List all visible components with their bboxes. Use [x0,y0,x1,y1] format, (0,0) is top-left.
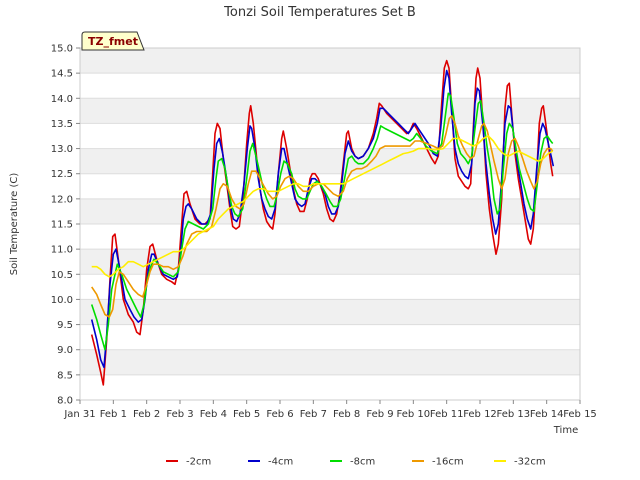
legend-label--16cm: -16cm [432,457,464,468]
y-tick-label: 13.0 [51,144,73,155]
legend: -2cm -4cm -8cm -16cm -32cm [166,457,546,468]
plot-band [80,48,580,74]
site-badge: TZ_fmet [81,31,145,51]
y-axis-title: Soil Temperature (C) [9,173,20,276]
x-tick-label: Feb 1 [100,409,127,420]
y-tick-label: 8.5 [57,370,73,381]
series-line--32cm [91,135,554,278]
legend-label--8cm: -8cm [350,457,375,468]
y-tick-label: 9.0 [57,345,73,356]
series-line--4cm [90,69,555,369]
y-tick-label: 9.5 [57,320,73,331]
y-tick-label: 10.0 [51,295,73,306]
y-tick-label: 11.0 [51,245,73,256]
plot-band [80,349,580,375]
y-tick-label: 11.5 [51,220,73,231]
y-tick-label: 12.0 [51,194,73,205]
plot-band [80,299,580,325]
legend-label--2cm: -2cm [186,457,211,468]
series-lines [90,59,555,386]
y-tick-label: 13.5 [51,119,73,130]
legend-label--4cm: -4cm [268,457,293,468]
x-tick-label: Feb 15 [563,409,597,420]
series-line--16cm [91,115,554,318]
y-tick-label: 10.5 [51,270,73,281]
x-tick-label: Feb 11 [430,409,464,420]
x-axis-title: Time [553,425,578,436]
x-tick-label: Jan 31 [63,409,95,420]
x-tick-label: Feb 8 [333,409,360,420]
x-tick-label: Feb 12 [463,409,497,420]
x-tick-label: Feb 14 [530,409,564,420]
axes: 8.0 8.5 9.0 9.5 10.0 10.5 11.0 11.5 12.0 12.5 13.0… [51,44,597,421]
x-tick-label: Feb 13 [497,409,531,420]
x-tick-label: Feb 2 [133,409,160,420]
y-tick-label: 8.0 [57,396,73,407]
x-tick-label: Feb 5 [233,409,260,420]
series-line--8cm [90,92,554,351]
legend-label--32cm: -32cm [514,457,546,468]
y-tick-label: 14.5 [51,69,73,80]
x-tick-label: Feb 3 [166,409,193,420]
x-tick-label: Feb 10 [397,409,431,420]
badge-label: TZ_fmet [88,35,138,48]
x-tick-label: Feb 9 [366,409,393,420]
x-tick-label: Feb 4 [200,409,227,420]
y-tick-label: 15.0 [51,44,73,55]
y-tick-label: 14.0 [51,94,73,105]
x-tick-label: Feb 7 [300,409,327,420]
plot-band [80,98,580,124]
badge-shape [81,31,145,51]
x-tick-label: Feb 6 [266,409,293,420]
y-tick-label: 12.5 [51,169,73,180]
chart-title: Tonzi Soil Temperatures Set B [223,5,416,20]
